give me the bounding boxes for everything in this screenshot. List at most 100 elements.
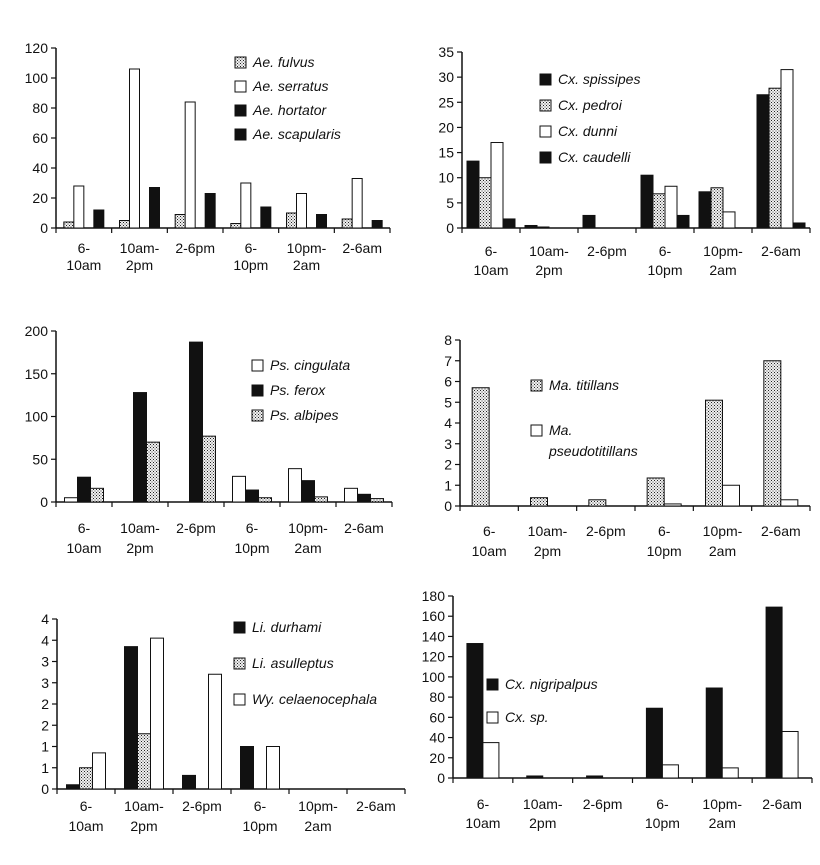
bar-ma-pseudotitillans [663, 503, 682, 507]
y-tick-label: 10 [438, 170, 454, 186]
category-label: 6- [78, 240, 91, 256]
y-tick-label: 1 [444, 477, 452, 493]
y-tick-label: 0 [444, 498, 452, 514]
category-label: 10am [68, 818, 103, 834]
y-tick-label: 5 [446, 195, 454, 211]
bar-cx-spissipes [466, 160, 480, 229]
chart-panel-5: 0 1 1 2 2 3 3 4 4 6- 10am 10am- 2pm 2-6pm 6- 10pm 10pm- 2… [41, 611, 406, 834]
category-label: 2-6am [342, 240, 382, 256]
y-tick-label: 3 [41, 675, 49, 691]
bar-ma-titillans [763, 360, 782, 507]
bar-ae-fulvus [119, 220, 130, 229]
legend-label: Cx. dunni [558, 123, 618, 139]
category-label: 2-6am [344, 520, 384, 536]
bar-ma-titillans [588, 499, 607, 507]
legend-label: Ps. cingulata [270, 357, 350, 373]
bar-ps-cingulata [344, 487, 358, 503]
bar-cx-spissipes [524, 224, 538, 229]
legend-swatch [234, 80, 247, 93]
bar-li-asulleptus [137, 733, 151, 790]
y-tick-label: 100 [25, 70, 49, 86]
y-tick-label: 80 [429, 689, 445, 705]
bar-ae-scapularis [93, 209, 105, 229]
bar-ae-scapularis [260, 206, 272, 229]
category-label: 10am [66, 540, 101, 556]
category-label: 2-6pm [586, 523, 626, 539]
category-label: 2-6pm [182, 798, 222, 814]
y-tick-label: 2 [41, 717, 49, 733]
y-tick-label: 60 [32, 130, 48, 146]
legend-swatch [234, 56, 247, 69]
bar-cx-nigripalpus [586, 775, 604, 779]
y-tick-label: 0 [437, 770, 445, 786]
legend-label: Cx. pedroi [558, 97, 623, 113]
legend-swatch [539, 99, 552, 112]
y-tick-label: 5 [444, 394, 452, 410]
legend-label: Ae. fulvus [252, 54, 314, 70]
category-label: 2-6pm [587, 243, 627, 259]
y-tick-label: 4 [41, 632, 49, 648]
category-label: 6- [254, 798, 267, 814]
bar-cx-nigripalpus [645, 707, 663, 779]
bar-ae-fulvus [230, 223, 242, 229]
y-tick-label: 100 [25, 409, 49, 425]
y-tick-label: 0 [41, 781, 49, 797]
y-tick-label: 20 [438, 119, 454, 135]
legend-swatch [233, 693, 246, 706]
bar-ae-fulvus [286, 212, 297, 229]
category-label: 2-6am [762, 796, 802, 812]
y-tick-label: 1 [41, 739, 49, 755]
category-label: 2am [293, 257, 320, 273]
legend-swatch [539, 151, 552, 164]
category-label: 6- [485, 243, 498, 259]
bar-li-durhami [66, 784, 80, 790]
bar-ma-titillans [646, 477, 665, 507]
legend-swatch [530, 424, 543, 437]
y-tick-label: 0 [40, 220, 48, 236]
legend-label: Ae. scapularis [252, 126, 341, 142]
y-tick-label: 40 [429, 730, 445, 746]
bar-cx-sp- [482, 742, 500, 779]
bar-cx-sp- [781, 730, 799, 779]
bar-li-asulleptus [79, 767, 93, 790]
bar-ae-serratus [73, 185, 85, 229]
y-tick-label: 1 [41, 760, 49, 776]
category-label: 2am [709, 815, 736, 831]
bar-cx-caudelli [502, 218, 516, 229]
bar-ae-serratus [184, 101, 196, 229]
bar-cx-nigripalpus [705, 687, 723, 779]
category-label: 10pm [233, 257, 268, 273]
legend-label: Cx. sp. [505, 709, 549, 725]
category-label: 10pm- [703, 523, 743, 539]
y-tick-label: 2 [41, 696, 49, 712]
y-tick-label: 4 [41, 611, 49, 627]
category-label: 6- [656, 796, 669, 812]
legend-label: Ma. [549, 422, 572, 438]
category-label: 6- [483, 523, 496, 539]
y-tick-label: 180 [422, 588, 446, 604]
category-label: 6- [246, 520, 259, 536]
bar-ps-ferox [301, 480, 315, 503]
legend-label: Li. asulleptus [252, 655, 334, 671]
category-label: 2pm [535, 262, 562, 278]
legend-swatch [486, 678, 499, 691]
bar-cx-pedroi [768, 87, 782, 229]
category-label: 6- [245, 240, 258, 256]
category-label: 2-6pm [175, 240, 215, 256]
bar-cx-spissipes [698, 191, 712, 229]
legend-label: Cx. nigripalpus [505, 676, 598, 692]
bar-ma-titillans [530, 497, 548, 507]
bar-cx-pedroi [478, 177, 492, 229]
y-tick-label: 20 [32, 190, 48, 206]
legend-label: Ps. albipes [270, 407, 338, 423]
bar-ps-albipes [146, 441, 160, 503]
bar-ps-cingulata [232, 475, 246, 503]
y-tick-label: 35 [438, 44, 454, 60]
y-tick-label: 120 [422, 649, 446, 665]
y-tick-label: 100 [422, 669, 446, 685]
category-label: 2am [294, 540, 321, 556]
category-label: 10am [472, 543, 507, 559]
category-label: 6- [659, 243, 672, 259]
y-tick-label: 60 [429, 709, 445, 725]
bar-ae-fulvus [341, 218, 353, 229]
